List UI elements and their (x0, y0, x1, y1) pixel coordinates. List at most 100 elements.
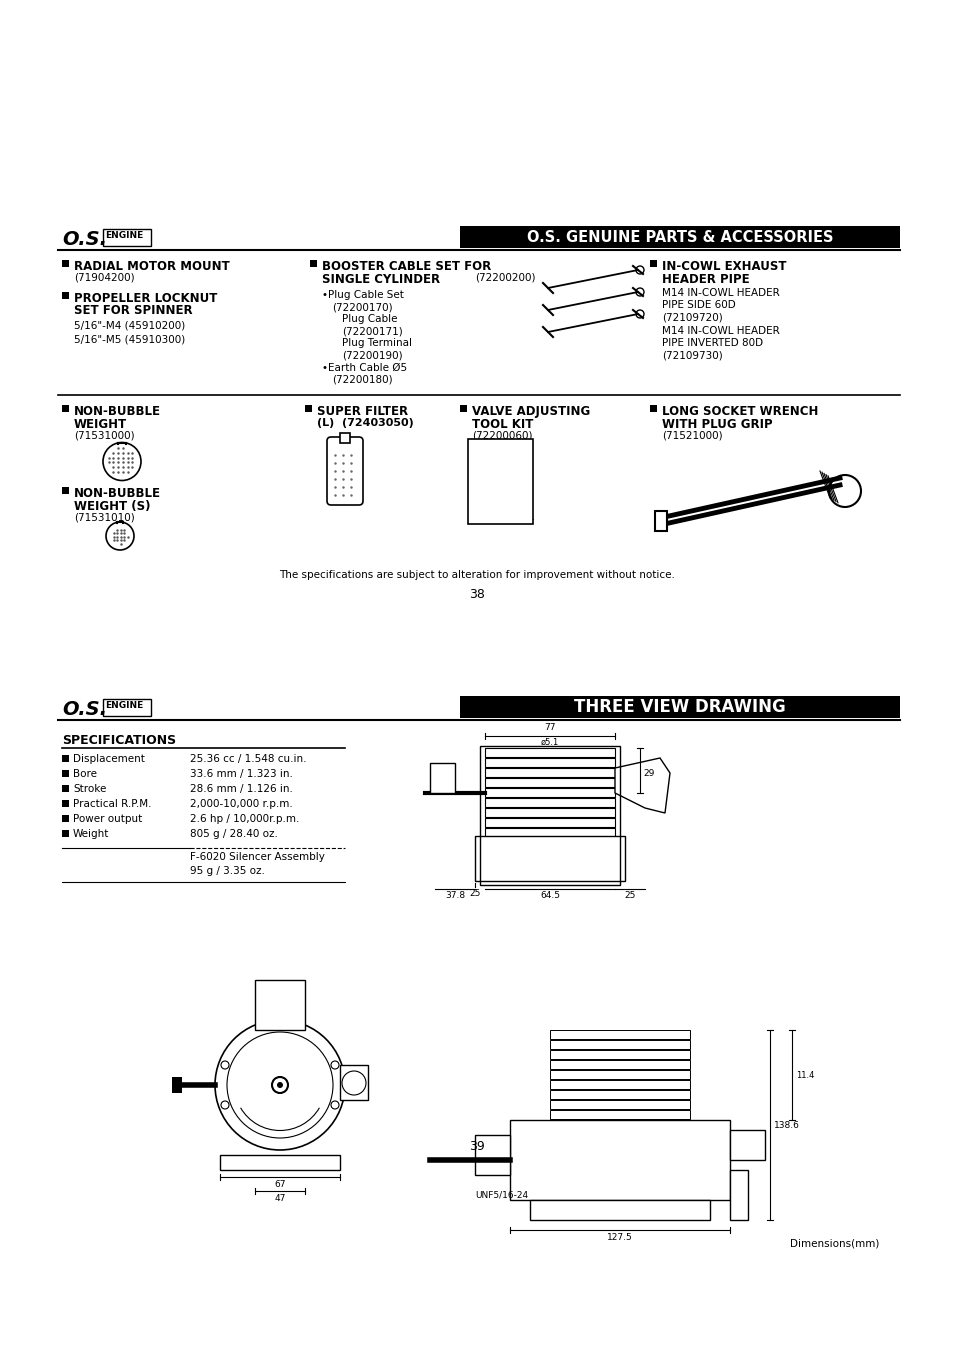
Text: Power output: Power output (73, 814, 142, 824)
Bar (484, 778, 615, 787)
Text: (71904200): (71904200) (74, 273, 134, 284)
Text: 33.6 mm / 1.323 in.: 33.6 mm / 1.323 in. (190, 769, 293, 779)
Text: VALVE ADJUSTING: VALVE ADJUSTING (472, 405, 590, 418)
Bar (484, 798, 615, 807)
Text: Dimensions(mm): Dimensions(mm) (789, 1238, 879, 1247)
Text: RADIAL MOTOR MOUNT: RADIAL MOTOR MOUNT (74, 261, 230, 273)
Bar (484, 748, 615, 757)
Text: SINGLE CYLINDER: SINGLE CYLINDER (322, 273, 439, 286)
Text: F-6020 Silencer Assembly: F-6020 Silencer Assembly (190, 852, 325, 863)
Bar (62, 487, 69, 494)
Text: 2.6 hp / 10,000r.p.m.: 2.6 hp / 10,000r.p.m. (190, 814, 299, 824)
Bar (475, 1135, 510, 1174)
Bar (468, 439, 533, 524)
Text: THREE VIEW DRAWING: THREE VIEW DRAWING (574, 698, 785, 716)
Text: 64.5: 64.5 (539, 891, 559, 900)
Bar (550, 1040, 689, 1049)
Text: Practical R.P.M.: Practical R.P.M. (73, 799, 152, 809)
Bar (550, 1110, 689, 1119)
Bar (339, 433, 350, 443)
Text: 11.4: 11.4 (795, 1071, 814, 1080)
Text: WEIGHT: WEIGHT (74, 418, 127, 431)
Bar (62, 815, 69, 822)
Bar (459, 697, 899, 718)
Text: 29: 29 (642, 768, 654, 778)
Text: WITH PLUG GRIP: WITH PLUG GRIP (661, 418, 772, 431)
Text: (L)  (72403050): (L) (72403050) (316, 418, 414, 428)
Text: 25: 25 (623, 891, 635, 900)
Text: 37.8: 37.8 (444, 891, 464, 900)
Text: (72200180): (72200180) (332, 375, 393, 385)
Text: 67: 67 (274, 1180, 286, 1189)
Text: Weight: Weight (73, 829, 110, 838)
Bar (62, 755, 69, 761)
Bar (649, 261, 657, 267)
Bar (550, 1030, 689, 1040)
Text: NON-BUBBLE: NON-BUBBLE (74, 405, 161, 418)
Text: (72200200): (72200200) (475, 273, 535, 284)
Text: (72109730): (72109730) (661, 350, 722, 360)
Bar (484, 828, 615, 837)
Text: O.S. GENUINE PARTS & ACCESSORIES: O.S. GENUINE PARTS & ACCESSORIES (526, 230, 832, 244)
Bar (484, 809, 615, 817)
Text: WEIGHT (S): WEIGHT (S) (74, 500, 151, 513)
Text: (71521000): (71521000) (661, 431, 721, 441)
Bar (62, 261, 69, 267)
Text: 28.6 mm / 1.126 in.: 28.6 mm / 1.126 in. (190, 784, 293, 794)
Text: SET FOR SPINNER: SET FOR SPINNER (74, 304, 193, 317)
Bar (254, 980, 305, 1030)
Bar (484, 818, 615, 828)
Text: PIPE INVERTED 80D: PIPE INVERTED 80D (661, 338, 762, 348)
Text: •Plug Cable Set: •Plug Cable Set (322, 290, 403, 300)
Bar (479, 747, 619, 886)
Bar (530, 1200, 709, 1220)
Text: (72200170): (72200170) (332, 302, 393, 312)
Bar (550, 1071, 689, 1079)
Bar (220, 1156, 339, 1170)
Bar (339, 1065, 368, 1100)
Text: Plug Terminal: Plug Terminal (341, 338, 412, 348)
Bar (484, 757, 615, 767)
Text: 77: 77 (543, 724, 556, 732)
Text: 5/16"-M5 (45910300): 5/16"-M5 (45910300) (74, 333, 185, 344)
Text: PIPE SIDE 60D: PIPE SIDE 60D (661, 300, 735, 310)
Text: (72200060): (72200060) (472, 431, 532, 441)
Text: PROPELLER LOCKNUT: PROPELLER LOCKNUT (74, 292, 217, 305)
Text: 39: 39 (469, 1139, 484, 1153)
Text: UNF5/16-24: UNF5/16-24 (475, 1189, 528, 1199)
Text: 38: 38 (469, 589, 484, 601)
Bar (550, 1060, 689, 1069)
Bar (305, 405, 312, 412)
Bar (62, 405, 69, 412)
Text: 47: 47 (274, 1193, 285, 1203)
Text: LONG SOCKET WRENCH: LONG SOCKET WRENCH (661, 405, 818, 418)
Text: (72200171): (72200171) (341, 325, 402, 336)
Text: 25: 25 (469, 890, 480, 898)
Bar (475, 836, 624, 882)
Bar (62, 784, 69, 792)
Bar (103, 230, 151, 246)
Bar (550, 1080, 689, 1089)
Bar (459, 405, 467, 412)
Text: Bore: Bore (73, 769, 97, 779)
Text: 127.5: 127.5 (606, 1233, 632, 1242)
Bar (649, 405, 657, 412)
Polygon shape (430, 763, 455, 792)
Bar (655, 512, 666, 531)
Text: ø5.1: ø5.1 (540, 738, 558, 747)
Text: M14 IN-COWL HEADER: M14 IN-COWL HEADER (661, 325, 779, 336)
Text: (72109720): (72109720) (661, 312, 722, 323)
Text: 5/16"-M4 (45910200): 5/16"-M4 (45910200) (74, 320, 185, 329)
Polygon shape (615, 757, 669, 813)
Text: IN-COWL EXHAUST: IN-COWL EXHAUST (661, 261, 785, 273)
Bar (172, 1077, 182, 1094)
Text: Stroke: Stroke (73, 784, 107, 794)
Text: (71531010): (71531010) (74, 513, 134, 522)
Text: O.S.: O.S. (62, 230, 107, 248)
Bar (62, 292, 69, 298)
Bar (484, 768, 615, 778)
Bar (550, 1089, 689, 1099)
Text: (71531000): (71531000) (74, 431, 134, 441)
Text: ENGINE: ENGINE (105, 701, 143, 710)
Text: NON-BUBBLE: NON-BUBBLE (74, 487, 161, 500)
